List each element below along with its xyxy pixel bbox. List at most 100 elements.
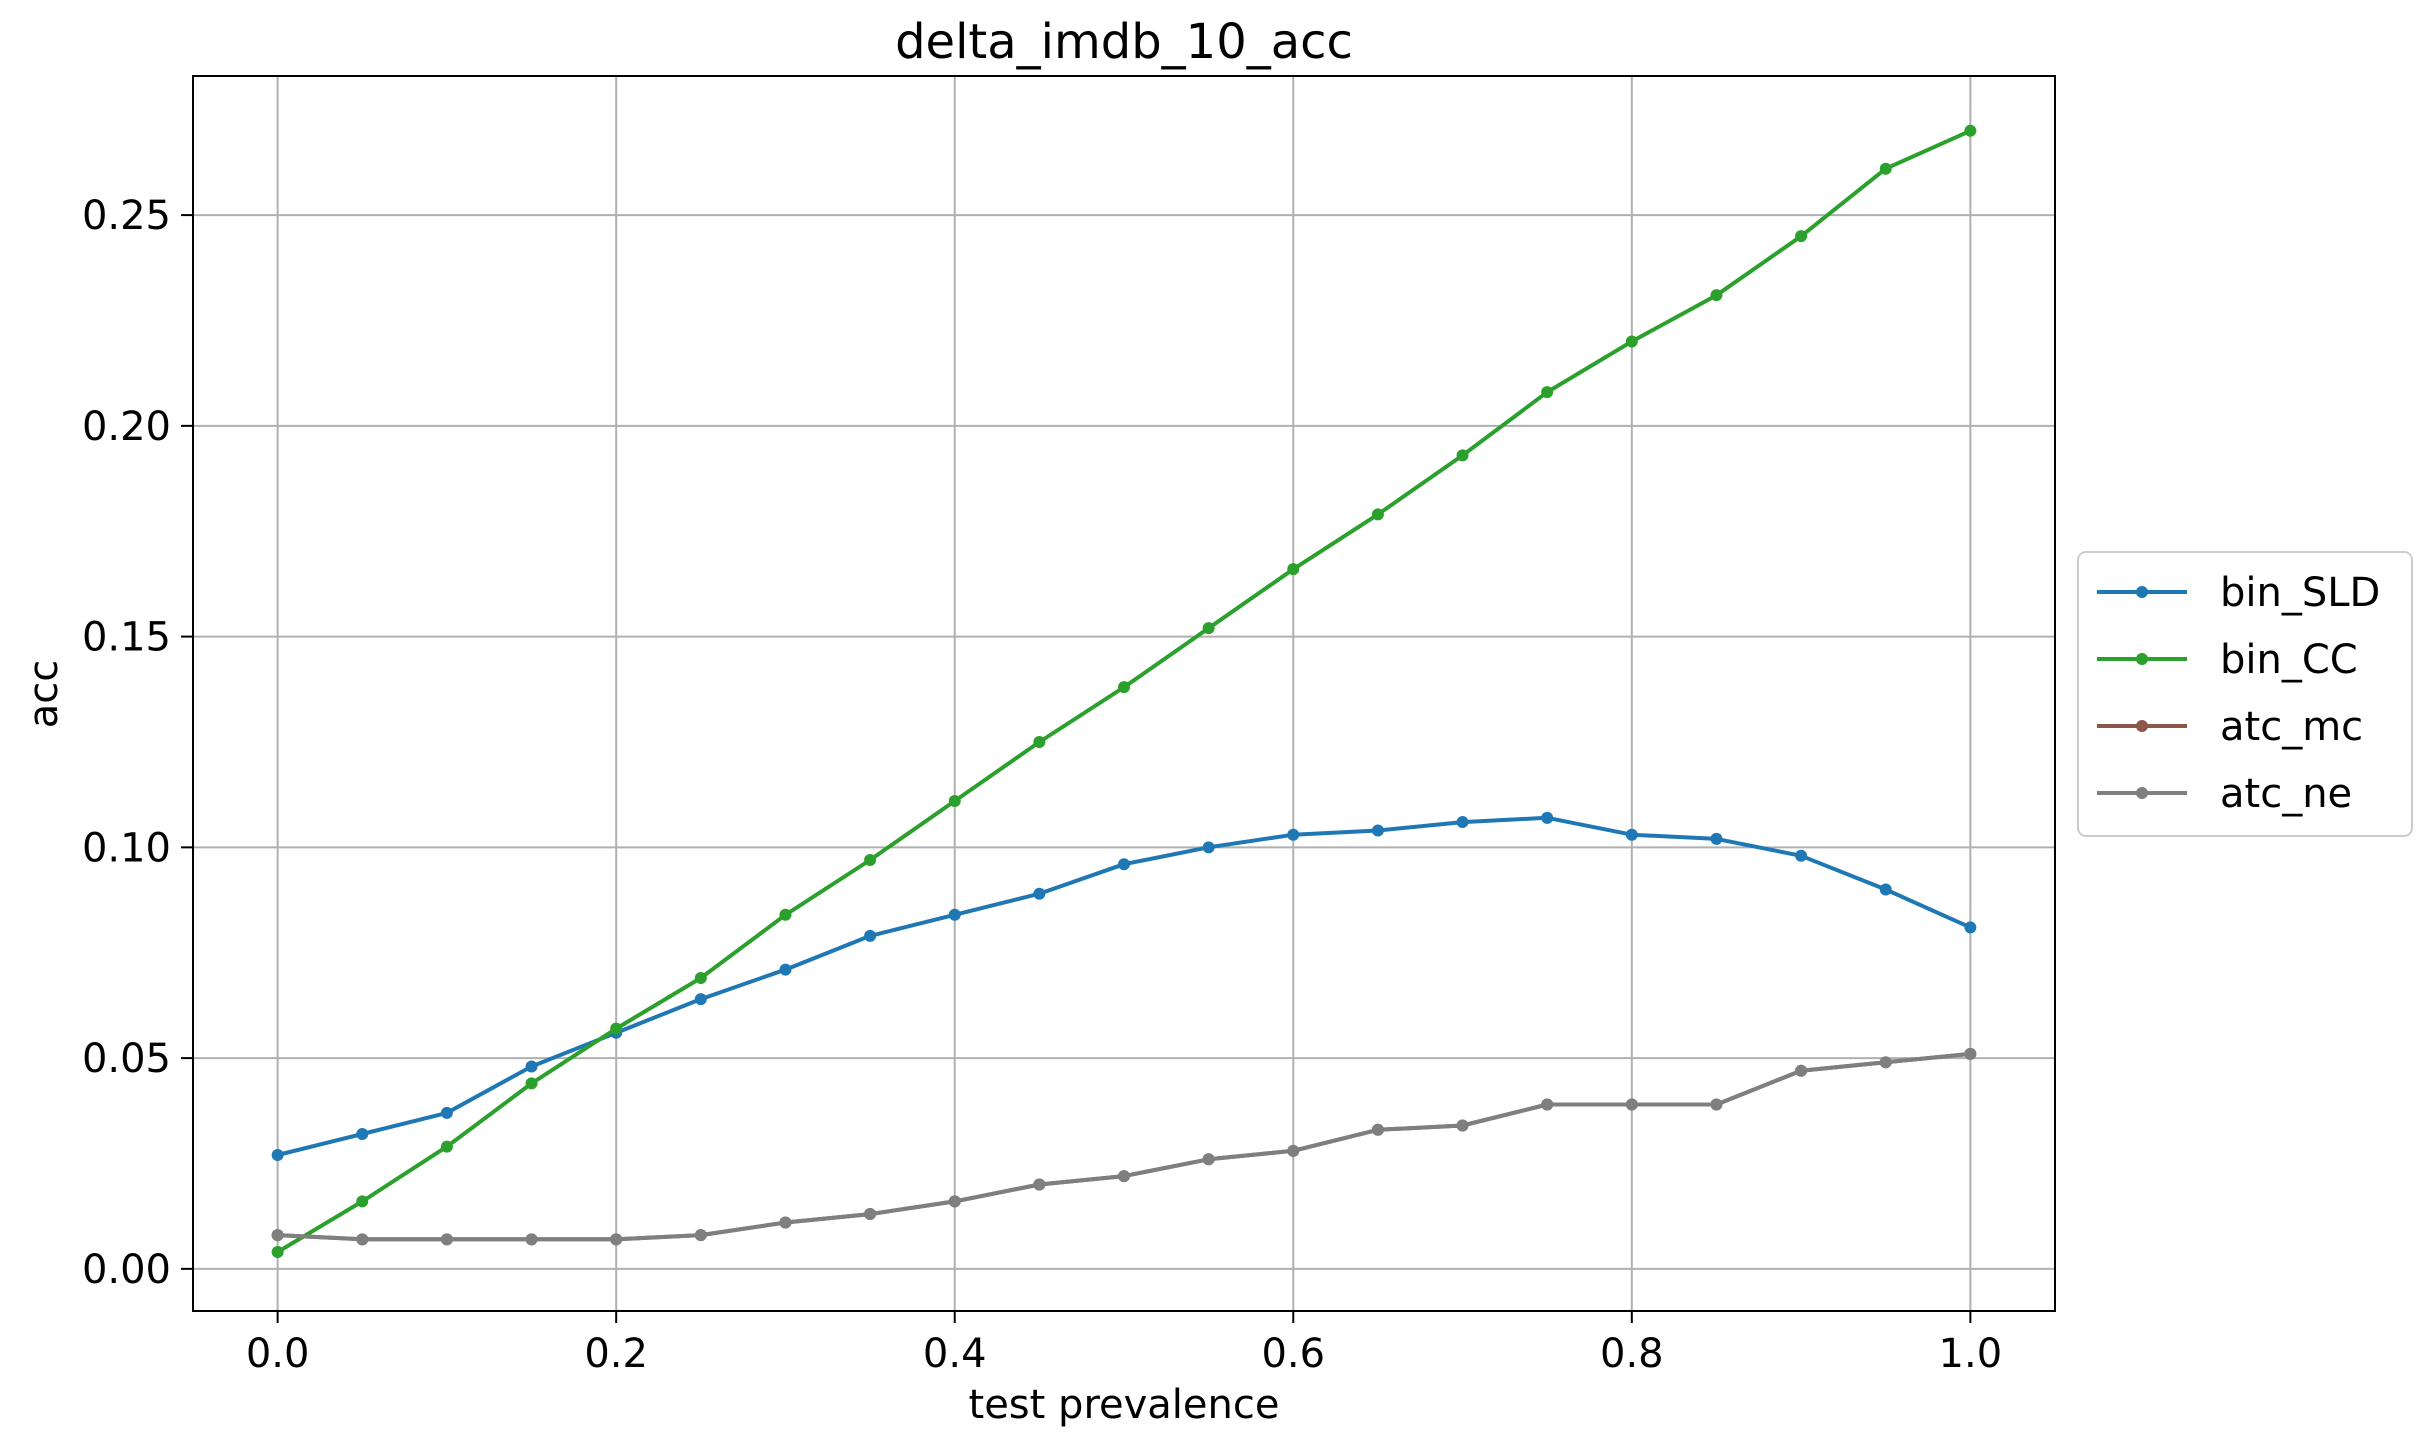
data-point-bin-sld <box>1118 858 1130 871</box>
data-point-bin-cc <box>864 853 877 866</box>
data-point-bin-sld <box>1710 832 1723 845</box>
data-point-atc-ne <box>1710 1098 1723 1111</box>
chart-title: delta_imdb_10_acc <box>895 14 1353 70</box>
x-tick-label: 1.0 <box>1939 1331 2003 1377</box>
series-bin-sld <box>271 811 1977 1162</box>
data-point-atc-ne <box>271 1229 284 1242</box>
y-tick-label: 0.00 <box>82 1247 171 1293</box>
data-point-bin-cc <box>356 1195 369 1208</box>
data-point-bin-cc <box>779 908 792 921</box>
y-tick-label: 0.25 <box>82 193 171 239</box>
y-axis-label: acc <box>21 660 67 729</box>
data-point-atc-ne <box>864 1208 877 1221</box>
data-point-atc-ne <box>1287 1144 1300 1157</box>
legend: bin_SLD bin_CC atc_mc atc_ne <box>2077 551 2413 837</box>
data-point-bin-sld <box>948 908 961 921</box>
data-point-bin-cc <box>694 972 707 985</box>
data-point-atc-ne <box>525 1233 538 1246</box>
x-tick-label: 0.8 <box>1600 1331 1664 1377</box>
data-point-bin-sld <box>440 1106 453 1119</box>
legend-marker-bin-sld <box>2136 586 2148 598</box>
data-point-bin-sld <box>1456 816 1469 829</box>
data-point-atc-ne <box>1795 1064 1808 1077</box>
data-point-bin-sld <box>1287 828 1300 841</box>
data-point-bin-sld <box>1964 921 1977 934</box>
x-tick-label: 0.4 <box>923 1331 987 1377</box>
data-point-bin-sld <box>356 1127 369 1140</box>
data-point-atc-ne <box>1625 1098 1638 1111</box>
data-point-bin-cc <box>1964 124 1977 137</box>
data-point-bin-cc <box>1118 681 1130 694</box>
data-point-bin-sld <box>1033 887 1046 900</box>
data-point-bin-sld <box>525 1060 538 1073</box>
data-point-atc-ne <box>948 1195 961 1208</box>
data-point-bin-cc <box>1033 735 1046 748</box>
series-bin-cc <box>271 124 1977 1258</box>
data-point-atc-ne <box>610 1233 623 1246</box>
legend-item-atc-mc: atc_mc <box>2097 704 2363 750</box>
series-atc-ne <box>271 1047 1977 1246</box>
data-point-atc-ne <box>1541 1098 1554 1111</box>
data-point-bin-cc <box>1710 289 1723 302</box>
data-point-atc-ne <box>1202 1153 1215 1166</box>
data-point-bin-cc <box>1795 230 1808 243</box>
data-point-atc-ne <box>1879 1056 1892 1069</box>
data-point-bin-cc <box>440 1140 453 1153</box>
series <box>271 124 1977 1258</box>
data-point-bin-sld <box>1371 824 1384 837</box>
data-point-atc-ne <box>1456 1119 1469 1132</box>
data-point-bin-cc <box>1287 563 1300 576</box>
axis-ticks: 0.0 0.2 0.4 0.6 0.8 1.0 0.00 0.05 0.10 0.15 0.20 0.… <box>82 193 2002 1377</box>
legend-item-bin-cc: bin_CC <box>2097 637 2358 683</box>
data-point-bin-cc <box>1456 449 1469 462</box>
y-tick-label: 0.15 <box>82 615 171 661</box>
legend-item-atc-ne: atc_ne <box>2097 771 2352 817</box>
data-point-bin-sld <box>864 929 877 942</box>
x-tick-label: 0.2 <box>584 1331 648 1377</box>
data-point-bin-sld <box>1541 811 1554 824</box>
x-tick-label: 0.6 <box>1261 1331 1325 1377</box>
legend-label-atc-mc: atc_mc <box>2220 704 2363 750</box>
data-point-bin-sld <box>1795 849 1808 862</box>
legend-marker-atc-ne <box>2136 787 2148 799</box>
data-point-bin-cc <box>1879 162 1892 175</box>
y-tick-label: 0.20 <box>82 404 171 450</box>
data-point-bin-sld <box>271 1149 284 1162</box>
data-point-atc-ne <box>694 1229 707 1242</box>
data-point-bin-cc <box>271 1245 284 1258</box>
data-point-bin-cc <box>1371 508 1384 521</box>
data-point-bin-sld <box>694 993 707 1006</box>
plot-frame <box>192 75 2056 1312</box>
legend-marker-atc-mc <box>2136 720 2148 732</box>
data-point-bin-sld <box>1625 828 1638 841</box>
data-point-atc-ne <box>779 1216 792 1229</box>
data-point-atc-ne <box>1371 1123 1384 1136</box>
y-tick-label: 0.10 <box>82 825 171 871</box>
data-point-atc-ne <box>1964 1047 1977 1060</box>
data-point-atc-ne <box>440 1233 453 1246</box>
legend-label-bin-sld: bin_SLD <box>2220 570 2380 616</box>
x-axis-label: test prevalence <box>969 1382 1280 1428</box>
y-tick-label: 0.05 <box>82 1036 171 1082</box>
data-point-bin-cc <box>1202 622 1215 635</box>
x-tick-label: 0.0 <box>246 1331 310 1377</box>
legend-label-atc-ne: atc_ne <box>2220 771 2352 817</box>
data-point-bin-cc <box>1541 386 1554 399</box>
data-point-atc-ne <box>356 1233 369 1246</box>
data-point-bin-cc <box>948 794 961 807</box>
data-point-atc-ne <box>1033 1178 1046 1191</box>
data-point-atc-ne <box>1118 1170 1130 1183</box>
data-point-bin-sld <box>1879 883 1892 896</box>
grid <box>193 76 2055 1311</box>
data-point-bin-sld <box>1202 841 1215 854</box>
legend-item-bin-sld: bin_SLD <box>2097 570 2380 616</box>
data-point-bin-cc <box>610 1022 623 1035</box>
data-point-bin-cc <box>1625 335 1638 348</box>
legend-marker-bin-cc <box>2136 653 2148 665</box>
legend-label-bin-cc: bin_CC <box>2220 637 2358 683</box>
series-atc-mc <box>271 1047 1977 1246</box>
legend-frame <box>2077 551 2413 837</box>
data-point-bin-cc <box>525 1077 538 1090</box>
data-point-bin-sld <box>779 963 792 976</box>
